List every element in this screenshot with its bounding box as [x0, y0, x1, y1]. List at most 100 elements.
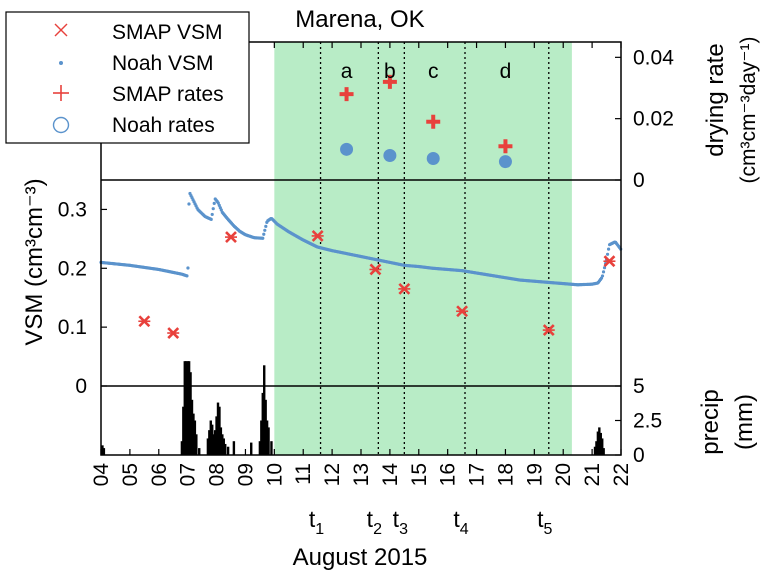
time-marker-label: t4 — [453, 506, 468, 538]
time-marker-label: t1 — [309, 506, 324, 538]
period-label: c — [428, 60, 439, 83]
precip-axis-label-line2: (mm) — [731, 394, 758, 450]
noah-vsm-point — [261, 236, 265, 240]
noah-vsm-point — [606, 247, 611, 251]
precip-bar — [206, 438, 210, 455]
legend-label-noah-rates: Noah rates — [112, 114, 215, 137]
legend: SMAP VSM Noah VSM SMAP rates Noah rates — [5, 11, 250, 144]
x-tick-label: 20 — [552, 463, 575, 486]
axis-tick-labels: 04 05 06 07 08 09 10 11 12 13 14 15 16 17 18 19 20 21 2200… — [58, 46, 674, 486]
precip-bar — [232, 441, 236, 455]
precip-bar — [209, 420, 212, 455]
smap-vsm-point — [225, 231, 237, 244]
noah-vsm-point — [209, 217, 213, 221]
precip-bar — [190, 399, 194, 455]
precip-bar — [265, 420, 269, 455]
legend-label-smap-rates: SMAP rates — [112, 83, 224, 106]
noah-vsm-point — [605, 252, 610, 256]
period-label: b — [384, 60, 396, 83]
precip-bar — [258, 441, 262, 455]
precip-bar — [596, 431, 600, 455]
x-tick-label: 18 — [494, 463, 517, 486]
rates-axis-label-line2: (cm³cm⁻³day⁻¹) — [737, 37, 760, 184]
precip-bar — [593, 446, 597, 455]
x-tick-label: 09 — [234, 463, 257, 486]
smap-vsm-point — [542, 324, 555, 337]
smap-vsm-point — [167, 327, 180, 339]
precip-bar — [186, 361, 189, 455]
smap-vsm-point — [398, 282, 411, 295]
x-tick-label: 05 — [119, 463, 142, 486]
x-tick-label: 15 — [408, 463, 431, 486]
x-tick-label: 13 — [350, 463, 373, 486]
noah-vsm-point — [210, 212, 214, 217]
precip-y-tick-label: 2.5 — [633, 410, 662, 433]
smap-vsm-point — [138, 315, 151, 328]
noah-vsm-point — [211, 207, 215, 211]
legend-box — [5, 11, 250, 144]
smap-vsm-series — [138, 229, 616, 339]
rates-y-tick-label: 0.02 — [633, 108, 674, 131]
noah-vsm-series — [99, 191, 623, 287]
time-marker-subscript: 3 — [399, 521, 408, 538]
smap-rate-point — [426, 114, 441, 129]
x-tick-label: 14 — [379, 463, 402, 487]
time-marker-subscript: 2 — [373, 521, 382, 538]
smap-vsm-point — [311, 229, 324, 242]
precip-bar — [195, 434, 198, 455]
precip-bar — [599, 432, 602, 455]
precip-bar — [219, 427, 223, 455]
vsm-y-tick-label: 0.2 — [58, 257, 87, 280]
vsm-axis-label: VSM (cm³cm⁻³) — [21, 178, 48, 345]
precip-bar — [102, 448, 106, 455]
legend-marker-smap-rates — [53, 85, 69, 101]
time-marker-subscript: 5 — [544, 521, 553, 538]
noah-vsm-point — [212, 201, 216, 205]
x-tick-label: 06 — [148, 463, 171, 486]
vsm-y-tick-label: 0.1 — [58, 316, 87, 339]
period-label: a — [341, 60, 353, 83]
precip-bar — [221, 434, 224, 455]
vsm-y-tick-label: 0.3 — [58, 198, 87, 221]
x-tick-label: 19 — [523, 463, 546, 486]
precip-bar — [250, 442, 253, 455]
precip-bar — [189, 372, 192, 455]
smap-vsm-point — [603, 255, 616, 268]
legend-marker-smap-vsm — [54, 23, 68, 37]
precip-bar — [261, 392, 264, 455]
precip-bar — [208, 430, 211, 455]
precip-bar — [192, 413, 195, 455]
time-marker-label: t3 — [393, 506, 408, 538]
precip-bar — [270, 441, 273, 455]
precip-bar — [224, 443, 227, 455]
precip-bar — [226, 446, 230, 455]
noah-vsm-point — [187, 202, 191, 206]
precip-bar — [598, 427, 601, 455]
precip-bar — [601, 438, 604, 455]
x-tick-label: 12 — [321, 463, 344, 486]
x-tick-label: 10 — [263, 463, 286, 486]
time-marker-label: t2 — [367, 506, 382, 538]
precip-bars — [101, 361, 605, 455]
precip-bar — [260, 420, 263, 455]
precip-bar — [222, 438, 225, 455]
legend-label-noah-vsm: Noah VSM — [112, 52, 214, 75]
noah-rate-point — [426, 152, 440, 166]
precip-bar — [264, 399, 267, 455]
noah-vsm-point — [185, 274, 189, 278]
noah-vsm-point — [600, 274, 605, 278]
precip-y-tick-label: 0 — [633, 444, 645, 467]
vsm-y-tick-label: 0 — [75, 375, 87, 398]
period-labels: a b c d — [341, 60, 512, 83]
x-tick-label: 11 — [292, 463, 315, 485]
precip-bar — [263, 365, 266, 455]
period-label: d — [500, 60, 512, 83]
precip-bar — [215, 416, 218, 455]
time-marker-labels: t1 t2 t3 t4 t5 — [309, 506, 553, 538]
x-tick-label: 07 — [177, 463, 200, 486]
smap-vsm-point — [369, 263, 382, 276]
noah-rate-point — [498, 155, 512, 169]
x-tick-label: 04 — [90, 463, 113, 487]
precip-bar — [267, 427, 270, 455]
